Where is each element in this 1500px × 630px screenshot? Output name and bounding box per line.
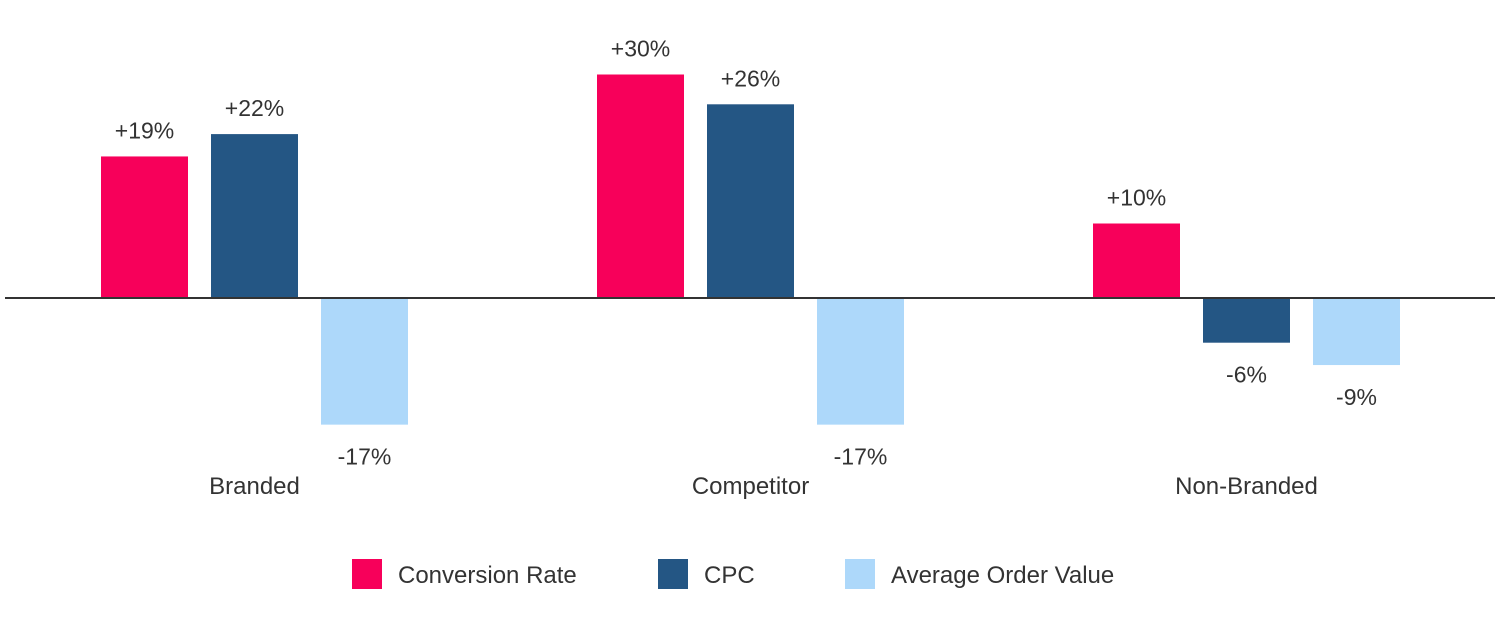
legend-item-cpc: CPC (658, 559, 755, 589)
legend: Conversion Rate CPC Average Order Value (352, 559, 1114, 589)
legend-label-conversion-rate: Conversion Rate (398, 562, 577, 589)
legend-swatch-conversion-rate (352, 559, 382, 589)
bar-competitor-conversion-rate (597, 74, 684, 298)
legend-label-cpc: CPC (704, 562, 755, 589)
data-label-non-branded-average-order-value: -9% (1336, 384, 1377, 410)
data-label-non-branded-cpc: -6% (1226, 362, 1267, 388)
bar-branded-average-order-value (321, 298, 408, 425)
data-label-branded-cpc: +22% (225, 95, 284, 121)
bar-non-branded-average-order-value (1313, 298, 1400, 366)
bars-layer (101, 74, 1400, 425)
data-label-competitor-average-order-value: -17% (834, 444, 888, 470)
bar-non-branded-conversion-rate (1093, 223, 1180, 298)
legend-swatch-average-order-value (845, 559, 875, 589)
category-label-branded: Branded (209, 473, 300, 500)
bar-branded-conversion-rate (101, 156, 188, 298)
bar-competitor-cpc (707, 104, 794, 298)
bar-non-branded-cpc (1203, 298, 1290, 343)
bar-branded-cpc (211, 134, 298, 298)
data-label-non-branded-conversion-rate: +10% (1107, 185, 1166, 211)
category-labels-layer: Branded Competitor Non-Branded (209, 473, 1318, 500)
category-label-non-branded: Non-Branded (1175, 473, 1318, 500)
data-label-branded-conversion-rate: +19% (115, 117, 174, 143)
legend-swatch-cpc (658, 559, 688, 589)
legend-item-average-order-value: Average Order Value (845, 559, 1114, 589)
bar-competitor-average-order-value (817, 298, 904, 425)
legend-label-average-order-value: Average Order Value (891, 562, 1114, 589)
data-label-branded-average-order-value: -17% (338, 444, 392, 470)
data-label-competitor-conversion-rate: +30% (611, 36, 670, 62)
bar-labels-layer: +19% +22% -17% +30% +26% -17% +10% -6% -9% (115, 36, 1377, 470)
legend-item-conversion-rate: Conversion Rate (352, 559, 577, 589)
category-label-competitor: Competitor (692, 473, 809, 500)
data-label-competitor-cpc: +26% (721, 65, 780, 91)
